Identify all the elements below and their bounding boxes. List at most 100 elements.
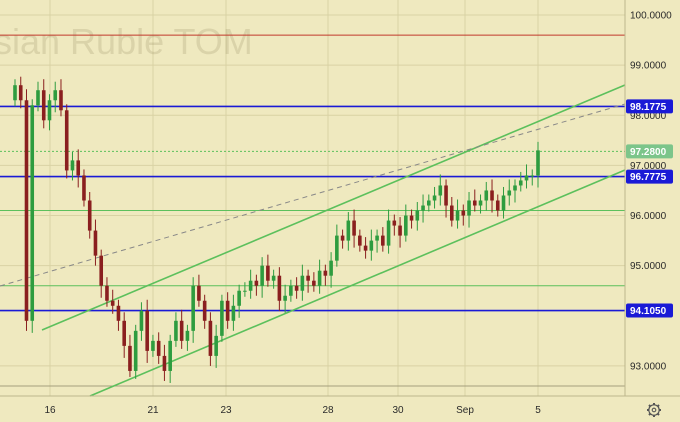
candle-body [530,175,535,177]
x-tick-label: Sep [456,405,474,416]
candle-body [358,235,362,246]
candle-body [306,275,310,281]
candle-body [70,160,75,171]
candle-body [110,300,115,306]
x-tick-label: 21 [147,405,159,416]
x-tick-label: 28 [322,405,334,416]
grid-lines [0,0,625,396]
candle-body [352,220,356,236]
candle-body [99,255,104,286]
candle-body [59,90,63,111]
candle-body [478,200,483,206]
y-tick-label: 95.0000 [630,261,667,272]
level-lines [0,34,625,387]
time-axis[interactable]: 16 21 23 28 30 Sep 5 [44,405,541,416]
candle-body [340,235,345,241]
candle-body [449,205,454,221]
candle-body [398,225,402,236]
candle-body [271,275,276,281]
candle-body [513,185,517,191]
candle-body [145,310,149,351]
trend-channel [0,84,626,397]
candle-body [409,215,414,221]
y-tick-label: 100.0000 [630,11,672,22]
candle-body [13,85,17,101]
candle-body [518,180,523,186]
candle-body [329,260,333,276]
candle-body [76,160,81,176]
candle-body [432,195,437,201]
candle-body [133,330,138,371]
candle-body [404,215,408,236]
candle-body [289,285,293,296]
candle-body [179,320,184,341]
candle-body [225,300,230,321]
candle-body [24,100,29,321]
price-badge-label: 97.2800 [630,147,667,158]
candle-body [105,285,109,301]
candle-body [151,340,155,351]
y-tick-label: 93.0000 [630,361,667,372]
gear-icon[interactable] [647,403,661,417]
x-tick-label: 5 [535,405,541,416]
candle-body [300,275,305,291]
candle-body [139,310,144,331]
candle-body [392,220,397,226]
candle-body [128,345,132,371]
channel-mid-dashed-line [0,103,626,287]
candle-body [495,200,500,211]
candle-body [18,85,23,101]
y-tick-label: 96.0000 [630,211,667,222]
candle-body [277,275,282,301]
price-badge [626,303,673,318]
candle-body [243,290,247,292]
candle-body [162,355,167,371]
price-badge-label: 98.1775 [630,102,667,113]
candle-body [156,340,161,356]
candle-body [444,185,448,206]
candle-body [415,210,420,221]
candle-body [536,150,540,176]
candle-body [47,100,52,121]
candle-body [174,320,178,341]
candle-body [490,190,494,201]
candle-body [427,200,431,206]
x-tick-label: 30 [392,405,404,416]
candle-body [64,110,69,171]
candle-body [197,285,201,301]
candle-body [237,290,241,306]
price-badge [626,99,673,114]
candle-body [501,195,506,211]
y-tick-label: 97.0000 [630,161,667,172]
candle-body [87,200,92,231]
price-badges: 98.1775 97.2800 96.7775 94.1050 [626,99,673,318]
candle-body [208,320,213,356]
candle-body [185,330,190,341]
candle-body [202,300,207,321]
candle-body [455,210,460,221]
channel-lower-line [89,169,626,397]
y-tick-label: 98.0000 [630,111,667,122]
y-tick-label: 99.0000 [630,61,667,72]
candle-body [93,230,98,256]
candle-body [312,280,316,286]
price-axis[interactable]: 100.0000 99.0000 98.0000 97.0000 96.0000 95.0… [630,11,672,373]
candle-body [260,265,264,286]
candle-body [386,220,391,246]
candle-body [231,305,236,321]
price-badge-label: 96.7775 [630,172,667,183]
price-badge-label: 94.1050 [630,306,667,317]
x-tick-label: 23 [220,405,232,416]
x-tick-label: 16 [44,405,56,416]
candle-body [82,175,86,201]
price-badge [626,169,673,184]
candle-body [335,235,339,261]
candle-body [53,90,58,101]
candle-body [283,295,287,301]
channel-upper-line [41,84,626,331]
candle-body [41,90,46,121]
candle-body [220,300,224,336]
candle-body [375,235,379,241]
candle-body [369,240,374,251]
candle-body [254,280,259,286]
